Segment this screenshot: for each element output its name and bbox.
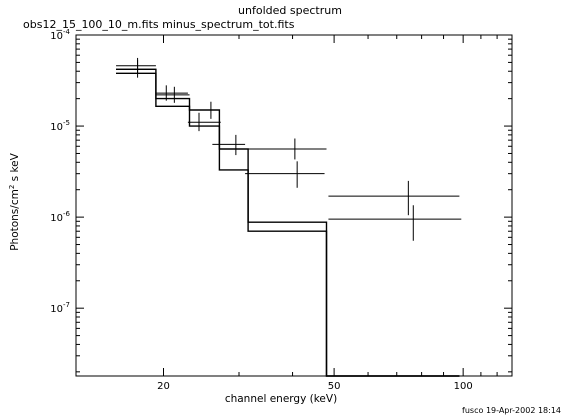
x-axis-tick-labels: 20 50 100	[157, 381, 473, 392]
model-step-line-1	[116, 72, 460, 377]
y-tick-label: 10-6	[50, 210, 70, 224]
data-point	[328, 180, 460, 216]
x-tick-label: 100	[454, 381, 473, 392]
plot-frame	[75, 34, 513, 377]
data-point	[189, 101, 220, 119]
x-tick-label: 50	[328, 381, 341, 392]
data-point	[328, 205, 462, 241]
y-tick-label: 10-5	[50, 119, 70, 133]
y-tick-label: 10-7	[50, 301, 70, 315]
model-step-line-2	[116, 68, 460, 377]
y-axis-label-superscript: 2	[8, 185, 16, 189]
chart-subtitle: obs12_15_100_10_m.fits minus_spectrum_to…	[23, 18, 295, 31]
data-point	[212, 134, 246, 156]
chart-title: unfolded spectrum	[238, 4, 342, 17]
data-point	[155, 86, 190, 103]
x-axis-ticks	[163, 35, 498, 376]
y-tick-label: 10-4	[50, 28, 70, 42]
y-axis-label: Photons/cm2 s keV	[8, 152, 21, 250]
footer-stamp: fusco 19-Apr-2002 18:14	[462, 406, 561, 415]
x-axis-label: channel energy (keV)	[225, 393, 337, 405]
y-axis-label-main: Photons/cm	[9, 189, 21, 251]
data-point	[245, 161, 325, 188]
model-step-lines	[116, 68, 460, 377]
y-axis-ticks	[76, 34, 512, 373]
y-axis-label-tail: s keV	[9, 152, 21, 184]
data-point	[187, 112, 221, 132]
x-tick-label: 20	[157, 381, 170, 392]
data-point	[116, 60, 156, 78]
data-points	[116, 57, 462, 241]
y-axis-tick-labels: 10-7 10-6 10-5 10-4	[50, 28, 70, 315]
data-point	[116, 57, 156, 74]
data-point	[248, 138, 327, 160]
data-point	[155, 85, 188, 101]
